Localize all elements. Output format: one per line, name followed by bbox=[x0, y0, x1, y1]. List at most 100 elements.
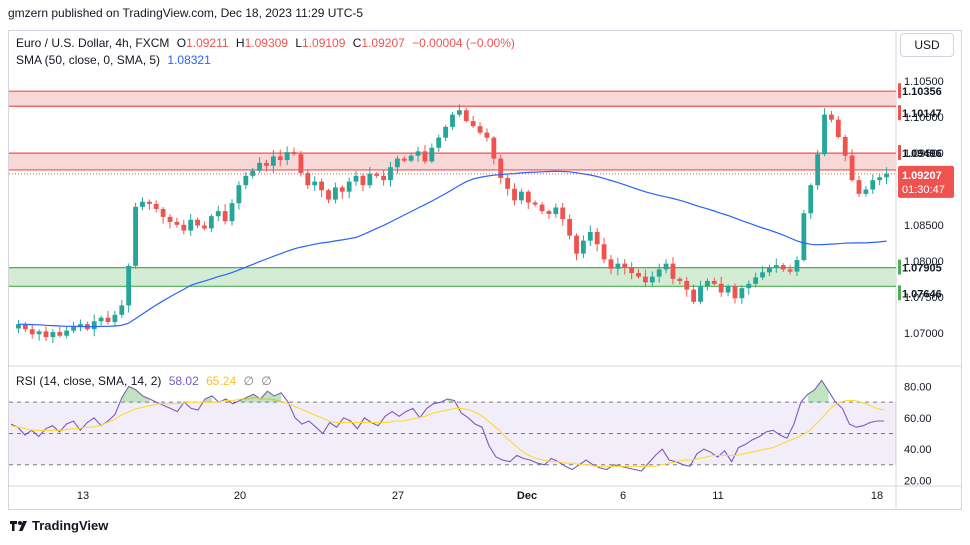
zone-label-marker-0-0 bbox=[898, 83, 901, 99]
zone-price-label-2-0: 1.07905 bbox=[902, 263, 942, 275]
price-tick-0: 1.10500 bbox=[904, 76, 944, 88]
candle-body bbox=[415, 151, 421, 156]
open-value: 1.09211 bbox=[186, 36, 229, 50]
chart-frame[interactable] bbox=[8, 30, 962, 510]
candle-body bbox=[539, 204, 545, 212]
zone-label-bg-2-1 bbox=[898, 285, 954, 301]
candle-body bbox=[835, 119, 841, 137]
zone-label-bg-0-1 bbox=[898, 105, 954, 121]
price-tick-7: 1.07000 bbox=[904, 328, 944, 340]
candle-body bbox=[243, 175, 249, 186]
candle-body bbox=[429, 147, 435, 162]
candle-body bbox=[780, 265, 786, 270]
candle-body bbox=[284, 152, 290, 160]
rsi-overbought-fill bbox=[121, 386, 150, 403]
candle-body bbox=[601, 244, 607, 260]
rsi-overbought-fill bbox=[205, 395, 212, 403]
candle-body bbox=[560, 207, 566, 220]
low-label: L bbox=[295, 36, 303, 50]
price-tick-6: 1.07500 bbox=[904, 292, 944, 304]
candle-body bbox=[126, 265, 132, 306]
candle-body bbox=[567, 219, 573, 236]
candle-body bbox=[167, 216, 173, 222]
tradingview-footer: TradingView bbox=[10, 518, 108, 533]
candle-body bbox=[773, 265, 779, 268]
candle-body bbox=[360, 175, 366, 186]
candle-body bbox=[229, 203, 235, 222]
candle-body bbox=[829, 114, 834, 120]
zone-price-label-0-0: 1.10356 bbox=[902, 86, 942, 98]
rsi-overbought-fill bbox=[807, 380, 829, 403]
candle-body bbox=[71, 327, 76, 331]
candle-body bbox=[580, 240, 586, 254]
symbol-label: Euro / U.S. Dollar, 4h, FXCM bbox=[16, 36, 170, 50]
candle-body bbox=[326, 190, 331, 200]
candle-body bbox=[705, 280, 710, 286]
candle-body bbox=[36, 331, 42, 335]
low-value: 1.09109 bbox=[302, 36, 346, 50]
rsi-label: RSI (14, close, SMA, 14, 2) bbox=[16, 374, 162, 388]
candle-body bbox=[608, 259, 614, 269]
candle-body bbox=[794, 260, 800, 272]
high-label: H bbox=[235, 36, 245, 50]
candle-body bbox=[312, 181, 318, 186]
zone-label-marker-2-0 bbox=[898, 259, 901, 275]
candle-body bbox=[594, 232, 600, 245]
rsi-tick-2: 40.00 bbox=[904, 444, 932, 456]
candle-body bbox=[98, 317, 104, 322]
candle-body bbox=[305, 172, 311, 186]
candle-body bbox=[691, 289, 697, 302]
candle-body bbox=[257, 162, 262, 171]
candle-body bbox=[112, 314, 118, 322]
rsi-extra-1: ∅ bbox=[243, 374, 254, 388]
candle-body bbox=[643, 276, 648, 283]
zone-label-bg-1-0 bbox=[898, 145, 954, 161]
candle-body bbox=[43, 331, 49, 338]
price-legend: Euro / U.S. Dollar, 4h, FXCM O1.09211 H1… bbox=[16, 36, 523, 50]
candle-body bbox=[374, 173, 380, 176]
price-tick-1: 1.10000 bbox=[904, 112, 944, 124]
candle-body bbox=[684, 280, 690, 290]
candle-body bbox=[346, 181, 352, 192]
candle-body bbox=[587, 232, 593, 241]
candle-body bbox=[801, 213, 807, 261]
candle-body bbox=[546, 211, 552, 214]
candle-body bbox=[698, 286, 703, 302]
candle-body bbox=[298, 154, 304, 173]
candle-body bbox=[856, 180, 862, 194]
candle-body bbox=[484, 132, 490, 138]
zone-label-marker-0-1 bbox=[898, 105, 901, 121]
candle-body bbox=[264, 162, 269, 166]
price-tick-4: 1.08500 bbox=[904, 220, 944, 232]
countdown-label: 01:30:47 bbox=[902, 184, 945, 196]
candle-body bbox=[443, 126, 449, 138]
candle-body bbox=[450, 114, 455, 127]
candle-body bbox=[753, 277, 759, 284]
high-value: 1.09309 bbox=[244, 36, 288, 50]
candle-body bbox=[767, 268, 772, 273]
candle-body bbox=[787, 269, 793, 272]
price-tick-2: 1.09500 bbox=[904, 148, 944, 160]
candle-body bbox=[498, 158, 504, 178]
candle-body bbox=[57, 332, 63, 336]
sma-line bbox=[18, 170, 887, 328]
sma-label: SMA (50, close, 0, SMA, 5) bbox=[16, 53, 161, 67]
sma-legend: SMA (50, close, 0, SMA, 5) 1.08321 bbox=[16, 53, 215, 67]
sma-value: 1.08321 bbox=[167, 53, 211, 67]
candle-body bbox=[629, 267, 635, 274]
candle-body bbox=[188, 219, 194, 231]
currency-button[interactable]: USD bbox=[900, 33, 954, 57]
candle-body bbox=[146, 201, 152, 204]
rsi-overbought-fill bbox=[239, 391, 282, 403]
candle-body bbox=[525, 191, 531, 203]
time-tick-0: 13 bbox=[77, 490, 89, 502]
candle-body bbox=[512, 188, 517, 201]
candle-body bbox=[574, 235, 579, 254]
candle-body bbox=[160, 208, 166, 217]
candle-body bbox=[353, 175, 359, 182]
candle-body bbox=[91, 321, 97, 330]
zone-price-label-1-0: 1.09496 bbox=[902, 148, 942, 160]
candle-body bbox=[877, 177, 883, 181]
candle-body bbox=[202, 225, 207, 229]
